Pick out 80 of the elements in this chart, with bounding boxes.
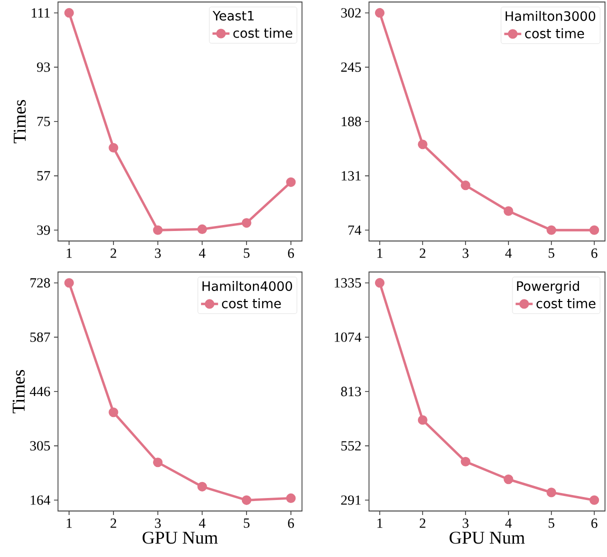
x-tick-label: 6 (591, 248, 598, 258)
y-tick-label: 813 (341, 386, 361, 396)
legend-label: cost time (536, 298, 596, 308)
point (418, 140, 428, 150)
point (460, 180, 470, 190)
legend-title: Yeast1 (212, 10, 254, 21)
x-tick-label: 4 (198, 518, 206, 528)
point (197, 224, 207, 234)
x-tick-label: 1 (66, 248, 72, 258)
y-tick-label: 1335 (334, 278, 361, 288)
y-tick-label: 587 (30, 332, 50, 342)
x-axis-title: GPU Num (142, 532, 218, 544)
y-tick-label: 131 (342, 171, 361, 181)
x-tick-label: 3 (155, 518, 161, 528)
point (460, 456, 470, 466)
y-tick-label: 93 (36, 62, 50, 72)
point (546, 225, 556, 235)
x-tick-label: 5 (548, 518, 554, 528)
x-tick-label: 1 (66, 518, 72, 528)
point (504, 474, 514, 484)
x-tick-label: 4 (198, 248, 206, 258)
y-tick-label: 74 (348, 226, 362, 235)
point (418, 415, 428, 425)
point (242, 218, 252, 228)
legend-label: cost time (222, 298, 281, 308)
point (374, 8, 385, 18)
point (242, 495, 252, 505)
y-tick-label: 75 (37, 116, 50, 126)
y-tick-label: 188 (342, 116, 361, 126)
legend-title: Hamilton3000 (506, 10, 596, 21)
legend-title: Powergrid (517, 280, 579, 294)
y-tick-label: 111 (32, 8, 50, 18)
x-tick-label: 2 (110, 518, 116, 528)
x-tick-label: 2 (420, 248, 426, 258)
point (153, 225, 163, 235)
y-tick-label: 302 (341, 8, 361, 18)
y-tick-label: 728 (30, 278, 50, 288)
x-tick-label: 1 (377, 518, 382, 528)
x-tick-label: 1 (377, 248, 382, 258)
point (108, 408, 118, 418)
x-tick-label: 3 (462, 248, 468, 258)
y-tick-label: 39 (37, 225, 50, 235)
point (108, 142, 118, 153)
y-axis-title: Times (14, 100, 26, 144)
x-tick-label: 5 (548, 248, 554, 258)
point (286, 177, 296, 187)
legend-title: Hamilton4000 (202, 280, 292, 291)
y-tick-label: 305 (30, 441, 50, 451)
x-tick-label: 3 (155, 248, 161, 258)
x-tick-label: 4 (505, 518, 512, 528)
point (286, 493, 296, 504)
y-tick-label: 57 (37, 171, 50, 180)
y-tick-label: 1074 (334, 332, 362, 342)
x-tick-label: 5 (244, 248, 250, 258)
legend-label: cost time (233, 28, 292, 38)
x-tick-label: 3 (462, 518, 468, 528)
point (64, 278, 74, 288)
point (589, 225, 600, 235)
point (197, 482, 207, 492)
x-axis-title: GPU Num (450, 532, 525, 544)
x-tick-label: 6 (591, 518, 598, 528)
point (546, 488, 556, 498)
point (504, 206, 514, 216)
x-tick-label: 6 (288, 518, 294, 528)
x-tick-label: 2 (110, 248, 116, 258)
y-tick-label: 245 (341, 62, 361, 72)
point (153, 458, 163, 468)
point (374, 278, 385, 288)
legend-label: cost time (525, 28, 584, 38)
y-tick-label: 291 (341, 495, 361, 505)
point (64, 8, 74, 18)
y-tick-label: 446 (30, 386, 50, 396)
x-tick-label: 2 (420, 518, 426, 528)
point (589, 495, 600, 505)
y-axis-title: Times (12, 370, 25, 414)
x-tick-label: 5 (244, 518, 250, 528)
y-tick-label: 552 (341, 441, 361, 451)
x-tick-label: 4 (505, 248, 512, 258)
x-tick-label: 6 (288, 248, 294, 258)
y-tick-label: 164 (30, 495, 50, 505)
